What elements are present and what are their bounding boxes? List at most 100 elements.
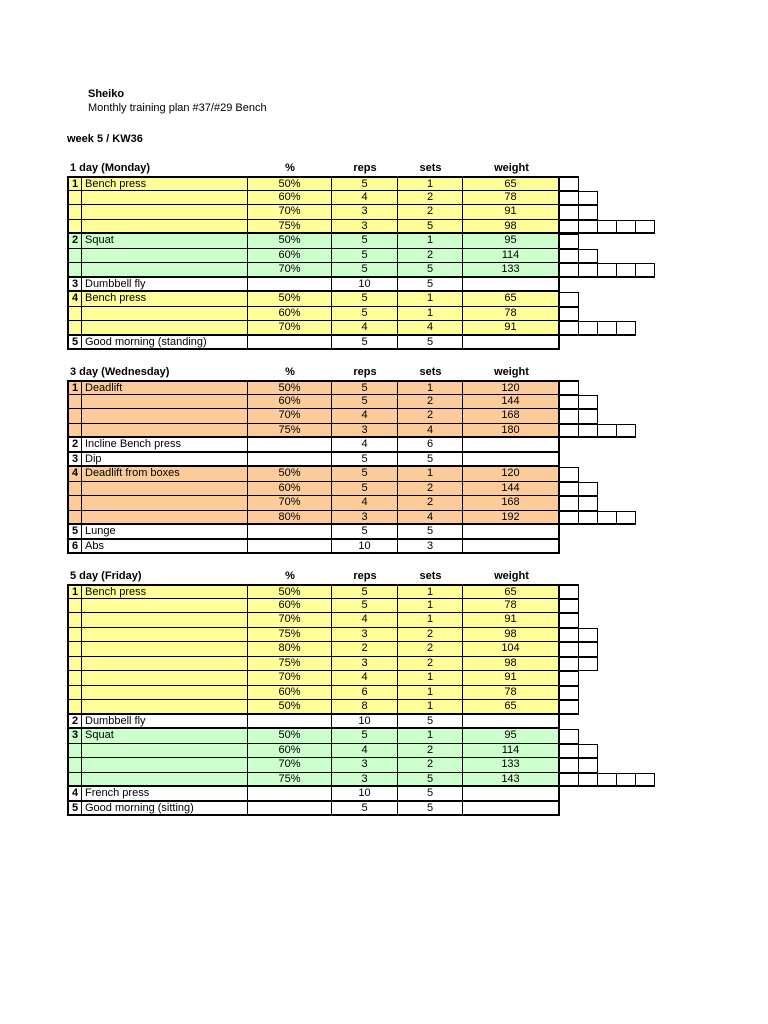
set-checkbox <box>579 627 598 642</box>
cell-sets: 5 <box>398 219 463 234</box>
cell-weight: 98 <box>463 219 560 234</box>
cell-exercise-name <box>82 205 248 220</box>
cell-sets: 1 <box>398 176 463 191</box>
cell-percent: 70% <box>248 613 332 628</box>
cell-reps: 3 <box>332 627 398 642</box>
cell-reps: 4 <box>332 671 398 686</box>
cell-exercise-number <box>67 758 82 773</box>
table-row: 75% 3 5 143 <box>67 772 727 787</box>
set-checkbox <box>598 321 617 336</box>
cell-weight: 91 <box>463 205 560 220</box>
day-section: 1 day (Monday)% reps sets weight 1 Bench pres… <box>67 161 727 350</box>
cell-exercise-name <box>82 743 248 758</box>
cell-reps: 5 <box>332 335 398 350</box>
set-checkbox <box>560 613 579 628</box>
cell-sets: 2 <box>398 248 463 263</box>
cell-exercise-name: Bench press <box>82 584 248 599</box>
table-row: 60% 5 1 78 <box>67 598 727 613</box>
set-checkbox <box>560 584 579 599</box>
table-row: 1 Bench press 50% 5 1 65 <box>67 584 727 599</box>
cell-exercise-name: Squat <box>82 234 248 249</box>
set-checkbox <box>560 627 579 642</box>
cell-weight <box>463 539 560 554</box>
cell-percent: 70% <box>248 205 332 220</box>
cell-exercise-number: 2 <box>67 714 82 729</box>
cell-reps: 4 <box>332 496 398 511</box>
cell-exercise-number <box>67 510 82 525</box>
cell-percent: 50% <box>248 176 332 191</box>
table-row: 75% 3 2 98 <box>67 627 727 642</box>
set-checkbox <box>579 263 598 278</box>
cell-exercise-number <box>67 685 82 700</box>
table-row: 70% 3 2 133 <box>67 758 727 773</box>
cell-sets: 1 <box>398 671 463 686</box>
cell-reps: 4 <box>332 409 398 424</box>
table-row: 70% 4 1 91 <box>67 613 727 628</box>
set-checkbox <box>560 306 579 321</box>
table-row: 1 Deadlift 50% 5 1 120 <box>67 380 727 395</box>
cell-reps: 5 <box>332 525 398 540</box>
set-checkbox <box>579 248 598 263</box>
set-checkbox <box>579 423 598 438</box>
cell-exercise-number <box>67 321 82 336</box>
cell-exercise-name: Good morning (standing) <box>82 335 248 350</box>
cell-exercise-number <box>67 772 82 787</box>
cell-exercise-number <box>67 423 82 438</box>
cell-percent: 75% <box>248 627 332 642</box>
cell-reps: 4 <box>332 190 398 205</box>
cell-weight: 168 <box>463 496 560 511</box>
cell-reps: 5 <box>332 292 398 307</box>
cell-weight <box>463 787 560 802</box>
set-checkbox <box>560 772 579 787</box>
cell-exercise-name <box>82 481 248 496</box>
cell-exercise-number: 6 <box>67 539 82 554</box>
cell-reps: 5 <box>332 584 398 599</box>
cell-exercise-name <box>82 772 248 787</box>
cell-percent: 50% <box>248 700 332 715</box>
cell-weight: 98 <box>463 627 560 642</box>
table-row: 4 Bench press 50% 5 1 65 <box>67 292 727 307</box>
cell-percent: 70% <box>248 758 332 773</box>
cell-reps: 10 <box>332 787 398 802</box>
col-header-percent: % <box>285 570 295 582</box>
cell-exercise-name <box>82 671 248 686</box>
cell-sets: 5 <box>398 801 463 816</box>
cell-reps: 6 <box>332 685 398 700</box>
cell-percent <box>248 452 332 467</box>
cell-weight <box>463 335 560 350</box>
cell-reps: 5 <box>332 248 398 263</box>
cell-exercise-name <box>82 758 248 773</box>
set-checkbox <box>560 176 579 191</box>
cell-reps: 5 <box>332 380 398 395</box>
day-section: 5 day (Friday)% reps sets weight 1 Bench pres… <box>67 569 727 816</box>
cell-reps: 5 <box>332 729 398 744</box>
cell-reps: 5 <box>332 467 398 482</box>
set-checkbox <box>560 205 579 220</box>
set-checkbox <box>560 671 579 686</box>
cell-reps: 5 <box>332 234 398 249</box>
cell-exercise-name: Dip <box>82 452 248 467</box>
cell-reps: 4 <box>332 321 398 336</box>
cell-exercise-number <box>67 190 82 205</box>
col-header-reps: reps <box>353 570 377 582</box>
cell-reps: 3 <box>332 758 398 773</box>
set-checkbox <box>560 321 579 336</box>
cell-percent: 70% <box>248 321 332 336</box>
cell-reps: 3 <box>332 219 398 234</box>
cell-exercise-name: Incline Bench press <box>82 438 248 453</box>
cell-percent <box>248 277 332 292</box>
cell-weight <box>463 438 560 453</box>
set-checkbox <box>598 510 617 525</box>
set-checkbox <box>579 743 598 758</box>
cell-percent <box>248 335 332 350</box>
cell-reps: 4 <box>332 613 398 628</box>
cell-weight: 144 <box>463 394 560 409</box>
col-header-sets: sets <box>419 366 442 378</box>
training-plan: 1 day (Monday)% reps sets weight 1 Bench pres… <box>67 161 727 816</box>
set-checkbox <box>560 656 579 671</box>
cell-percent: 80% <box>248 510 332 525</box>
set-checkbox <box>579 772 598 787</box>
set-checkbox <box>560 729 579 744</box>
table-row: 60% 5 2 144 <box>67 394 727 409</box>
set-checkbox <box>560 642 579 657</box>
